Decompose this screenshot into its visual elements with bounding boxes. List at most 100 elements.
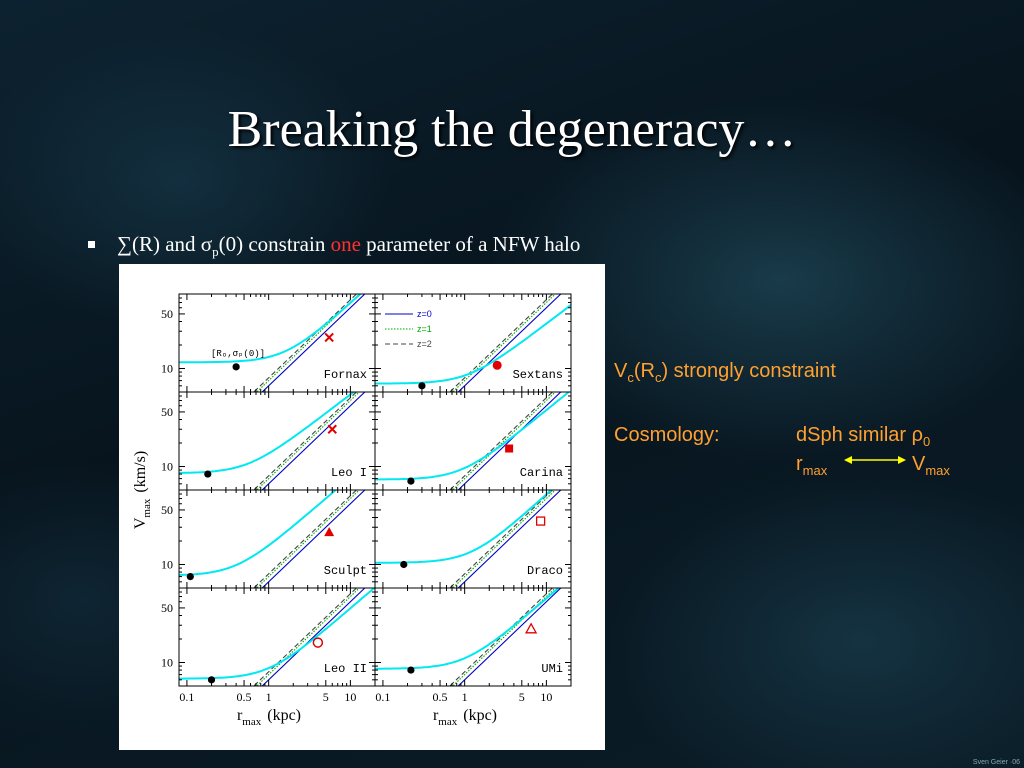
observed-point	[407, 666, 415, 674]
bullet-square-icon	[88, 241, 95, 248]
nfw-z1-line	[255, 392, 361, 490]
y-tick-label: 10	[161, 459, 173, 473]
nfw-z0-line	[457, 490, 562, 588]
observed-point	[186, 572, 194, 581]
galaxy-name-label: Carina	[520, 466, 563, 480]
panel-plot-area	[375, 588, 562, 686]
y-axis-label-var: V	[132, 517, 149, 529]
panel-plot-area	[179, 294, 366, 392]
observed-point	[207, 676, 216, 684]
vmax-label: Vmax	[912, 453, 950, 478]
galaxy-name-label: Leo I	[331, 466, 367, 480]
nfw-z2-line	[252, 490, 358, 588]
bullet-text-sub: p	[212, 244, 219, 260]
x-tick-label: 5	[323, 690, 329, 704]
panel-plot-area	[179, 490, 366, 588]
constraint-curve	[179, 392, 356, 474]
constraint-curve	[375, 304, 571, 385]
x-axis-label-unit: (kpc)	[463, 707, 497, 724]
nfw-z0-line	[261, 588, 366, 686]
intersection-open-circle-marker	[312, 637, 324, 648]
x-tick-label: 0.1	[179, 690, 194, 704]
vc-r: (R	[633, 360, 655, 382]
bullet-item: ∑(R) and σp(0) constrain one parameter o…	[88, 232, 580, 260]
galaxy-name-label: Fornax	[324, 368, 367, 382]
nfw-z2-line	[252, 294, 358, 392]
y-axis-label-sub: max	[141, 498, 153, 517]
constraint-curve	[179, 294, 362, 364]
x-tick-label: 10	[540, 690, 552, 704]
y-axis-label-unit: (km/s)	[132, 451, 149, 493]
panel-sextans: Sextans	[374, 293, 572, 393]
intersection-x-marker	[327, 424, 337, 434]
galaxy-name-label: Draco	[527, 564, 563, 578]
panel-plot-area	[375, 490, 562, 588]
constraint-curve	[179, 490, 338, 576]
x-tick-label: 0.5	[237, 690, 252, 704]
galaxy-name-label: Sculpt	[324, 564, 367, 578]
x-axis-label-sub: max	[438, 716, 457, 728]
rmax-r: r	[796, 453, 803, 475]
panel-plot-area	[375, 392, 571, 490]
legend-label: z=0	[417, 309, 432, 319]
x-tick-label: 0.1	[375, 690, 390, 704]
observed-point	[232, 363, 240, 371]
chart-svg: 10 50 Fornax Sextans 10 50 Leo I Carina 10 50 Scul…	[132, 293, 572, 728]
vc-v: V	[614, 360, 628, 382]
vc-rest: ) strongly constraint	[661, 360, 836, 382]
y-tick-label: 50	[161, 307, 173, 321]
intersection-square-marker	[505, 444, 514, 453]
x-tick-label: 1	[266, 690, 272, 704]
x-axis-label-var: r	[433, 707, 439, 724]
dsph-sub: 0	[922, 434, 931, 449]
vc-sub: c	[627, 370, 634, 385]
panel-fornax: 10 50 Fornax	[161, 293, 376, 393]
vc-constraint-note: Vc(Rc) strongly constraint	[614, 360, 836, 385]
panel-plot-area	[179, 588, 375, 686]
dsph-density-note: dSph similar ρ0	[796, 424, 930, 449]
nfw-z1-line	[451, 490, 557, 588]
y-tick-label: 50	[161, 503, 173, 517]
nfw-z1-line	[451, 392, 557, 490]
intersection-circle-marker	[492, 360, 502, 370]
legend-label: z=2	[417, 339, 432, 349]
intersection-open-square-marker	[535, 516, 546, 526]
y-tick-label: 10	[161, 361, 173, 375]
panel-carina: Carina	[374, 391, 572, 491]
nfw-z0-line	[261, 294, 366, 392]
bullet-text-post: parameter of a NFW halo	[360, 232, 581, 256]
vmax-sub: max	[925, 463, 950, 478]
nfw-z2-line	[448, 490, 554, 588]
y-tick-label: 50	[161, 405, 173, 419]
x-axis-label-var: r	[237, 707, 243, 724]
constraint-curve	[375, 490, 553, 564]
panel-umi: 0.1 0.5 1 5 10 UMi	[374, 587, 572, 704]
rmax-sub: max	[802, 463, 828, 478]
inset-label: [Rₒ,σₚ(0)]	[211, 349, 265, 359]
x-tick-label: 10	[344, 690, 356, 704]
dsph-text: dSph similar ρ	[796, 424, 923, 446]
cosmology-label: Cosmology:	[614, 424, 720, 446]
slide-title: Breaking the degeneracy…	[227, 101, 797, 158]
vmax-v: V	[912, 453, 926, 475]
nfw-z0-line	[457, 294, 562, 392]
x-tick-label: 1	[462, 690, 468, 704]
y-tick-label: 10	[161, 557, 173, 571]
constraint-curve	[375, 392, 571, 481]
nfw-z1-line	[255, 490, 361, 588]
y-tick-label: 10	[161, 655, 173, 669]
nfw-z2-line	[448, 294, 554, 392]
panel-plot-area	[375, 294, 571, 392]
bullet-text-emphasis: one	[330, 232, 361, 256]
x-axis-label: rmax (kpc)	[433, 707, 497, 728]
vc-sub2: c	[654, 370, 662, 385]
nfw-z2-line	[448, 392, 554, 490]
observed-point	[204, 470, 212, 478]
nfw-z0-line	[261, 392, 366, 490]
y-tick-label: 50	[161, 601, 173, 615]
nfw-z0-line	[261, 490, 366, 588]
x-axis-label-sub: max	[242, 716, 261, 728]
bullet-text-pre: ∑(R) and σ	[117, 232, 213, 256]
intersection-triangle-marker	[324, 527, 335, 537]
nfw-z0-line	[457, 588, 562, 686]
